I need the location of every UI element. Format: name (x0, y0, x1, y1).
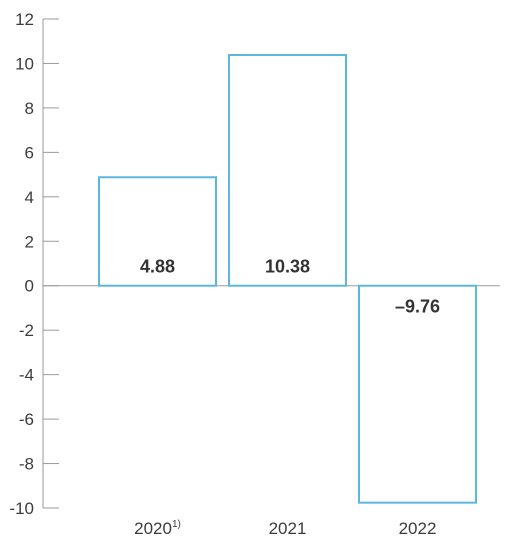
x-axis-labels: 20201) 2021 2022 (134, 519, 436, 538)
y-tick-label: -4 (19, 366, 34, 385)
data-label-2021: 10.38 (265, 257, 310, 277)
bar-2022 (358, 284, 477, 504)
bars (98, 54, 477, 504)
y-tick-label: 10 (15, 54, 34, 73)
x-tick-label-2021: 2021 (269, 519, 307, 538)
data-label-2020: 4.88 (140, 257, 175, 277)
data-labels: 4.88 10.38 –9.76 (140, 257, 440, 317)
footnote-marker: 1) (172, 519, 181, 530)
y-tick-label: 8 (25, 99, 34, 118)
bar-2021 (228, 54, 347, 287)
y-tick-label: -10 (9, 499, 34, 518)
bar-2020 (98, 176, 217, 287)
data-label-2022: –9.76 (395, 297, 440, 317)
y-tick-label: -8 (19, 455, 34, 474)
y-tick-label: -2 (19, 321, 34, 340)
y-tick-label: 6 (25, 143, 34, 162)
y-tick-label: 0 (25, 277, 34, 296)
y-tick-label: 12 (15, 10, 34, 29)
x-tick-label-2022: 2022 (399, 519, 437, 538)
y-axis: 12 10 8 6 4 2 0 -2 -4 -6 -8 -10 (9, 10, 59, 518)
y-tick-label: 2 (25, 232, 34, 251)
x-tick-label-2020: 20201) (134, 519, 181, 538)
y-tick-label: -6 (19, 410, 34, 429)
y-tick-label: 4 (25, 188, 34, 207)
